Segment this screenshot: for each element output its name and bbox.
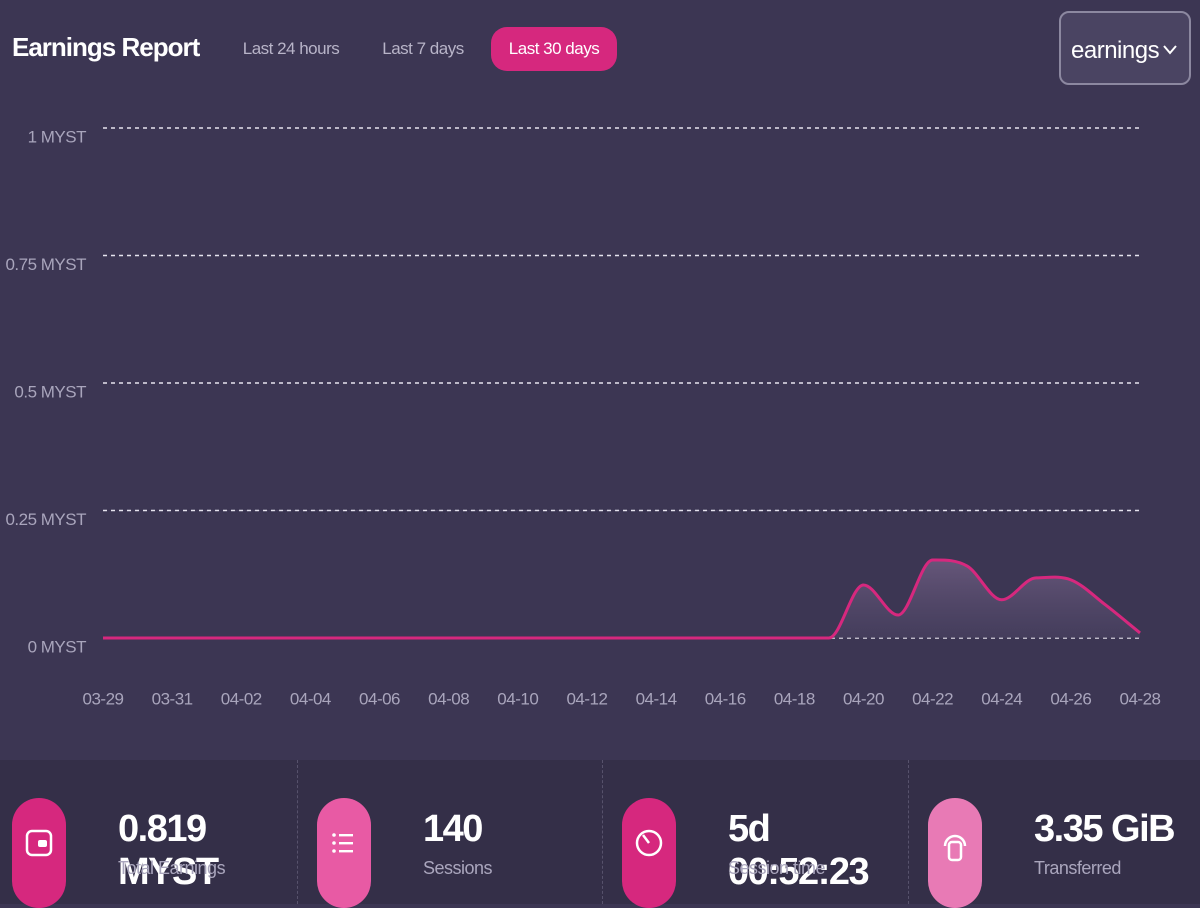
x-tick-label: 04-20	[843, 689, 884, 708]
tab[interactable]: Last 7 days	[382, 39, 464, 58]
stat: 3.35 GiB Transferred	[916, 760, 1200, 908]
x-tick-label: 04-18	[774, 689, 815, 708]
stat-label: Session time	[728, 858, 826, 878]
y-tick-label: 0 MYST	[28, 637, 87, 656]
divider	[602, 760, 603, 904]
stat: 0.819 MYST Total Earnings	[0, 760, 305, 908]
y-tick-label: 0.5 MYST	[14, 382, 86, 401]
stat-icon	[928, 798, 982, 908]
y-tick-label: 0.75 MYST	[5, 255, 86, 274]
chart: 0 MYST 0.25 MYST 0.5 MYST 0.75 MYST 1 MYST 03…	[5, 127, 1161, 708]
x-tick-label: 04-10	[497, 689, 538, 708]
tab[interactable]: Last 24 hours	[242, 39, 340, 58]
stat-value: 5d 00:52:23	[728, 808, 870, 893]
stat-value: 140	[423, 808, 483, 850]
stats-bar: 0.819 MYST Total Earnings 140 Sessions 5…	[0, 760, 1200, 908]
line	[102, 558, 1141, 640]
chevron	[1163, 45, 1177, 55]
x-tick-label: 04-06	[359, 689, 400, 708]
stat-icon	[317, 798, 371, 908]
x-tick-label: 04-24	[981, 689, 1022, 708]
y-tick-label: 0.25 MYST	[5, 510, 86, 529]
x-tick-label: 04-14	[636, 689, 677, 708]
metric-select[interactable]: earnings	[1059, 11, 1191, 85]
x-tick-label: 04-16	[705, 689, 746, 708]
area	[103, 559, 1140, 638]
y-tick-label: 1 MYST	[28, 127, 87, 146]
stat: 5d 00:52:23 Session time	[610, 760, 915, 908]
x-tick-label: 03-31	[152, 689, 193, 708]
x-tick-label: 04-04	[290, 689, 331, 708]
x-tick-label: 04-22	[912, 689, 953, 708]
stat-label: Sessions	[423, 858, 493, 878]
divider	[297, 760, 298, 904]
stat-value: 0.819 MYST	[118, 808, 219, 893]
page-title: Earnings Report	[12, 32, 200, 62]
x-tick-label: 04-02	[221, 689, 262, 708]
tab-active[interactable]: Last 30 days	[491, 27, 617, 71]
stat-label: Total Earnings	[118, 858, 226, 878]
stat: 140 Sessions	[305, 760, 610, 908]
stat-value: 3.35 GiB	[1034, 808, 1176, 850]
stat-icon	[12, 798, 66, 908]
divider	[908, 760, 909, 904]
select-value: earnings	[1071, 37, 1160, 64]
stat-icon	[622, 798, 676, 908]
x-tick-label: 03-29	[83, 689, 124, 708]
x-tick-label: 04-28	[1120, 689, 1161, 708]
x-tick-label: 04-26	[1050, 689, 1091, 708]
x-tick-label: 04-08	[428, 689, 469, 708]
stat-label: Transferred	[1034, 858, 1121, 878]
x-tick-label: 04-12	[566, 689, 607, 708]
